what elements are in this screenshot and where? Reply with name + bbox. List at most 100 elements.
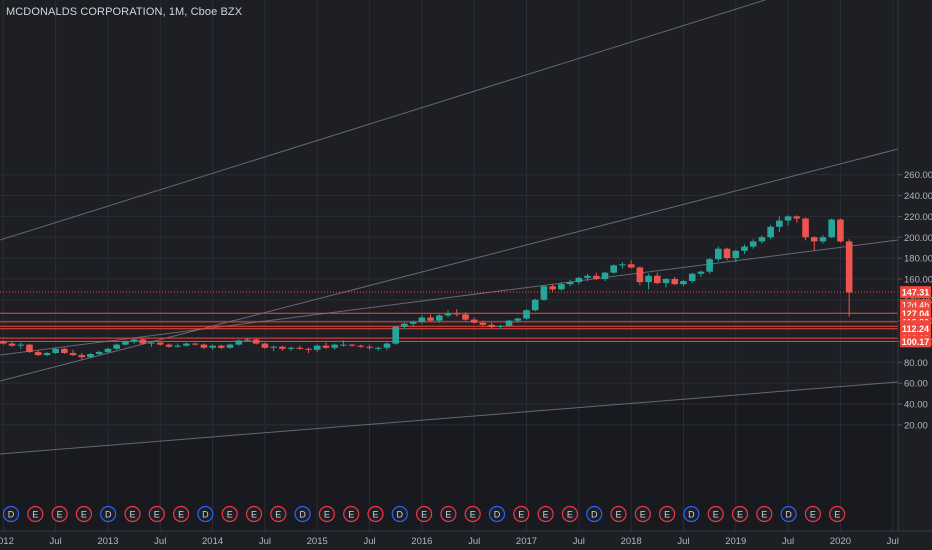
dividend-marker-label: D [8,510,15,520]
candle-body [374,347,382,349]
price-label: 100.17 [902,337,930,347]
earnings-marker [173,505,190,523]
y-tick-label: 60.00 [904,379,928,390]
earnings-marker-label: E [227,510,233,520]
y-tick-label: 240.00 [904,191,932,202]
candle-body [383,343,391,348]
earnings-marker [731,505,749,523]
candle-body [0,341,7,344]
earnings-marker [440,505,457,523]
candle-body [514,318,522,321]
earnings-marker-label: E [81,510,87,520]
earnings-marker-label: E [372,510,378,520]
earnings-marker [416,505,433,523]
candle-body [305,348,312,350]
price-label-box [900,286,931,299]
candle-body [837,219,844,242]
candle-body [688,273,696,282]
price-label-box [900,335,931,348]
candle-body [723,248,731,259]
candle-body [706,259,713,272]
earnings-marker-label: E [57,510,63,520]
y-tick-label: 20.00 [904,420,928,431]
x-tick-label: Jul [782,536,794,547]
candle-body [61,348,68,353]
candle-body [340,344,347,346]
candle-body [497,325,504,327]
candle-body [662,278,670,284]
dividend-marker-label: D [494,510,501,520]
candle-body [261,343,269,348]
dividend-marker [488,505,506,523]
x-tick-label: Jul [259,536,271,547]
earnings-marker-label: E [713,510,719,520]
candle-body [793,216,801,219]
candle-body [183,343,190,346]
x-tick-label: Jul [468,536,480,547]
dividend-marker-label: D [105,510,112,520]
candle-body [680,281,687,285]
x-tick-label: Jul [887,536,899,547]
y-tick-label: 220.00 [904,212,932,223]
earnings-marker-label: E [810,510,816,520]
candle-body [17,344,25,346]
candle-body [331,344,338,348]
candle-body [810,237,818,242]
candle-body [156,342,164,345]
dividend-marker-label: D [591,510,598,520]
y-tick-label: 160.00 [904,274,932,285]
x-tick-label: Jul [154,536,166,547]
x-tick-label: 2015 [307,536,328,547]
candle-body [802,218,809,238]
dividend-marker [586,505,603,523]
candle-body [200,344,208,348]
lower-shade [0,382,898,531]
earnings-marker [658,505,676,523]
candle-body [697,271,705,274]
candle-body [26,344,33,352]
plot-area [0,0,898,531]
earnings-marker [367,505,384,523]
candle-body [479,322,487,325]
candle-body [540,286,548,300]
earnings-marker [27,505,44,523]
candle-body [78,355,86,358]
earnings-marker-label: E [32,510,38,520]
x-tick-label: 2014 [202,536,223,547]
earnings-marker-label: E [445,510,451,520]
earnings-marker-label: E [761,510,767,520]
earnings-marker [221,505,238,523]
candle-body [113,344,120,349]
candle-body [287,347,295,349]
earnings-marker [707,505,724,523]
earnings-marker [124,505,141,523]
candle-body [8,343,16,346]
trend-line [0,148,898,382]
y-tick-label: 260.00 [904,170,932,181]
candle-body [732,250,740,259]
candle-body [758,237,766,242]
price-label: 112.24 [902,324,929,334]
price-label-box [900,322,931,335]
dividend-marker-label: D [397,510,404,520]
dividend-marker [2,505,20,523]
earnings-marker [561,505,579,523]
x-tick-label: 2019 [725,536,746,547]
earnings-marker [634,505,651,523]
x-tick-label: 2017 [516,536,537,547]
candle-body [566,282,574,285]
dividend-marker [294,505,311,523]
candle-body [741,246,748,251]
dividend-marker [100,505,117,523]
candle-body [401,323,408,327]
candle-body [270,346,277,348]
earnings-marker [343,505,360,523]
earnings-marker [270,505,287,523]
x-tick-label: Jul [363,536,375,547]
earnings-marker [756,505,773,523]
candle-body [209,345,216,348]
candle-body [43,352,51,356]
earnings-marker-label: E [834,510,840,520]
candle-body [627,264,635,268]
